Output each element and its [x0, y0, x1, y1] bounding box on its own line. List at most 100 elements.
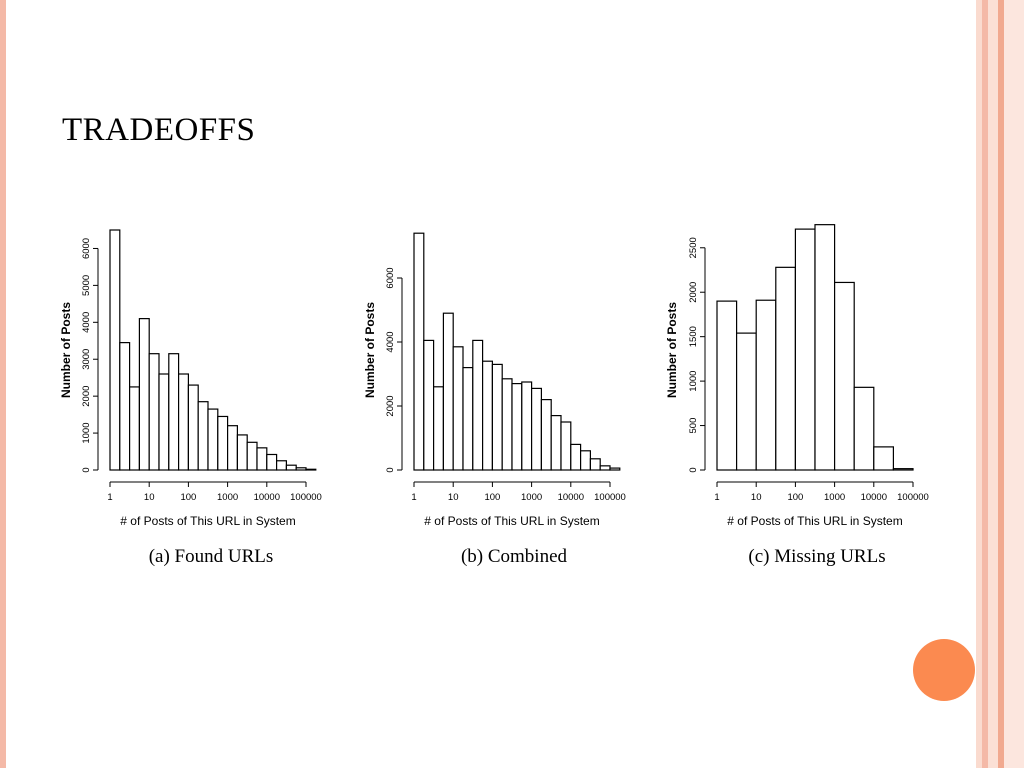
histogram-bar — [609, 467, 621, 471]
y-tick-label: 2000 — [385, 395, 396, 416]
histogram-bar — [452, 346, 464, 471]
x-tick-label: 100000 — [290, 492, 322, 503]
x-tick-label: 10 — [751, 492, 762, 503]
y-tick-label: 5000 — [81, 275, 92, 296]
histogram-bar — [207, 408, 219, 471]
histogram-bar — [158, 373, 170, 471]
histogram-bar — [423, 339, 435, 471]
histogram-bar — [794, 228, 816, 471]
y-tick-label: 1000 — [688, 371, 699, 392]
y-axis-label: Number of Posts — [665, 302, 679, 398]
histogram-bar — [305, 468, 317, 471]
x-axis-label: # of Posts of This URL in System — [424, 514, 599, 528]
x-tick-label: 100000 — [897, 492, 929, 503]
y-tick-label: 2000 — [688, 282, 699, 303]
histogram-bar — [148, 353, 160, 471]
histogram-bar — [187, 384, 199, 471]
y-tick-label: 4000 — [385, 331, 396, 352]
chart-panel-1: 1 10 100 1000 10000 100000 # of Posts of This … — [59, 229, 322, 567]
histogram-bar — [442, 312, 454, 471]
histogram-bar — [570, 443, 582, 471]
x-tick-label: 1 — [714, 492, 719, 503]
histogram-bar — [295, 467, 307, 471]
histogram-bar — [540, 399, 552, 471]
left-border — [0, 0, 6, 768]
histogram-bar — [129, 386, 141, 471]
y-axis-label: Number of Posts — [363, 302, 377, 398]
x-tick-label: 10 — [448, 492, 459, 503]
y-tick-label: 6000 — [81, 238, 92, 259]
histogram-bar — [138, 318, 150, 471]
slide-title: TRADEOFFS — [62, 112, 256, 148]
histogram-bar — [256, 447, 268, 471]
y-tick-label: 4000 — [81, 312, 92, 333]
histogram-bar — [716, 300, 738, 471]
y-tick-label: 500 — [688, 418, 699, 434]
x-tick-label: 100 — [484, 492, 500, 503]
histogram-bar — [178, 373, 190, 471]
histogram-bar — [853, 386, 875, 471]
histogram-bar — [755, 299, 777, 471]
histogram-bar — [119, 342, 131, 471]
chart-caption: (b) Combined — [461, 546, 568, 567]
chart-caption: (c) Missing URLs — [748, 546, 885, 567]
histogram-bar — [413, 232, 425, 471]
histogram-bar — [511, 383, 523, 471]
histogram-bar — [482, 360, 494, 471]
x-tick-label: 10000 — [254, 492, 280, 503]
histogram-bar — [501, 378, 513, 471]
histogram-bar — [246, 441, 258, 471]
histogram-bar — [892, 468, 914, 471]
histogram-bar — [873, 446, 894, 471]
histogram-bar — [109, 229, 121, 471]
histogram-bar — [285, 464, 297, 471]
x-tick-label: 100 — [180, 492, 196, 503]
histogram-bar — [560, 421, 572, 471]
y-tick-label: 0 — [81, 467, 92, 472]
histogram-bar — [530, 387, 542, 471]
histogram-bar — [814, 224, 836, 471]
x-tick-label: 10000 — [558, 492, 584, 503]
chart-caption: (a) Found URLs — [149, 546, 274, 567]
histogram-bar — [227, 425, 239, 471]
right-stripes — [976, 0, 1024, 768]
histogram-bar — [266, 453, 278, 471]
histogram-bar — [550, 415, 562, 471]
histogram-bar — [833, 281, 855, 471]
y-tick-label: 2000 — [81, 386, 92, 407]
y-tick-label: 6000 — [385, 267, 396, 288]
x-tick-label: 1 — [107, 492, 112, 503]
x-tick-label: 1000 — [521, 492, 542, 503]
x-tick-label: 1 — [411, 492, 416, 503]
histogram-bar — [276, 460, 288, 471]
histogram-bar — [433, 386, 445, 471]
histogram-bar — [521, 381, 533, 471]
histogram-bar — [197, 401, 209, 471]
x-axis-label: # of Posts of This URL in System — [727, 514, 902, 528]
chart-panel-2: 1 10 100 1000 10000 100000 # of Posts of This … — [363, 232, 626, 567]
histogram-bar — [491, 363, 503, 471]
y-tick-label: 2500 — [688, 237, 699, 258]
histogram-bar — [579, 450, 591, 471]
x-tick-label: 1000 — [824, 492, 845, 503]
y-tick-label: 0 — [385, 467, 396, 472]
x-tick-label: 10 — [144, 492, 155, 503]
histogram-bar — [168, 353, 180, 471]
y-tick-label: 0 — [688, 467, 699, 472]
x-axis-label: # of Posts of This URL in System — [120, 514, 295, 528]
histogram-bar — [236, 434, 248, 471]
histogram-bar — [735, 332, 757, 471]
histogram-bar — [599, 465, 611, 471]
histogram-bar — [472, 339, 484, 471]
y-tick-label: 1500 — [688, 326, 699, 347]
accent-circle — [913, 639, 975, 701]
x-tick-label: 100 — [787, 492, 803, 503]
x-tick-label: 100000 — [594, 492, 626, 503]
histogram-bar — [217, 415, 229, 471]
y-axis-label: Number of Posts — [59, 302, 73, 398]
chart-panel-3: 1 10 100 1000 10000 100000# of Posts of This … — [665, 224, 929, 567]
histogram-bar — [775, 266, 796, 471]
x-tick-label: 1000 — [217, 492, 238, 503]
x-tick-label: 10000 — [861, 492, 887, 503]
